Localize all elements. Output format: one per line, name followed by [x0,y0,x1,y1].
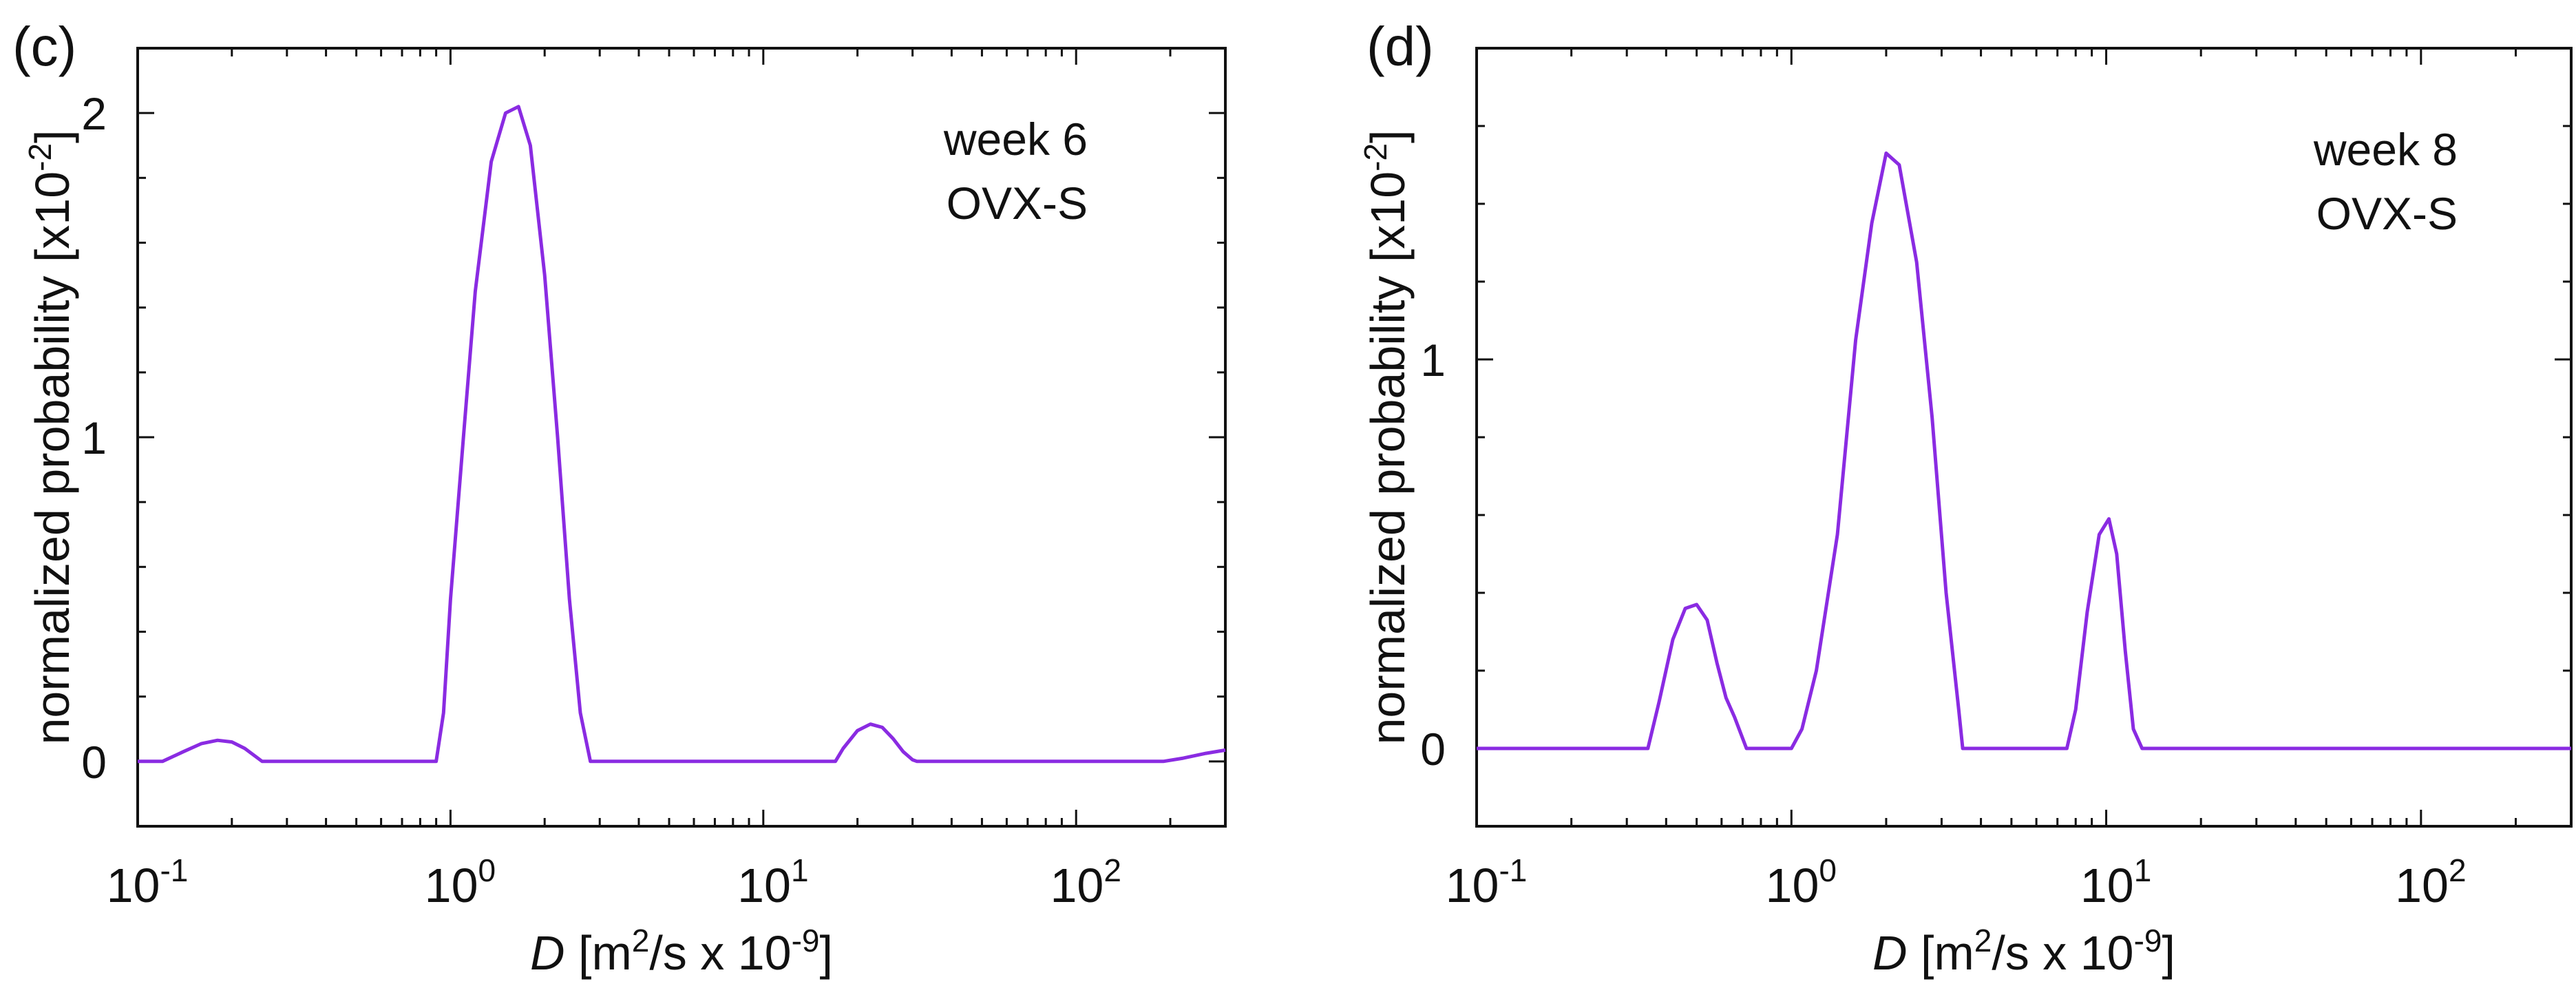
x-tick-label: 101 [2080,852,2151,912]
annotation-line-1: week 6 [943,114,1088,165]
tick-marks [1475,47,2573,828]
x-tick-label: 10-1 [1446,852,1528,912]
annotation-line-1: week 8 [2313,124,2458,175]
y-tick-labels: 01 [1420,335,1446,775]
plot-frame [136,47,1227,828]
x-tick-label: 101 [737,852,808,912]
y-tick-label: 2 [81,88,107,139]
x-tick-label: 100 [425,852,496,912]
panel-label: (d) [1366,16,1434,77]
tick-marks [136,47,1227,828]
x-axis-label-d: D [530,926,565,980]
x-axis-label-d: D [1872,926,1908,980]
annotation-line-2: OVX-S [2316,188,2458,239]
panel-d: (d) 01 10-1 100 101 102 week 8 OVX-S D [m2/… [1358,16,2573,980]
y-tick-label: 0 [81,737,107,788]
y-tick-label: 1 [81,412,107,463]
x-axis-label: D [m2/s x 10-9] [1872,923,2175,980]
y-tick-label: 1 [1420,335,1446,386]
annotation-line-2: OVX-S [947,178,1088,229]
x-tick-labels: 10-1 100 101 102 [1446,852,2467,912]
x-tick-labels: 10-1 100 101 102 [107,852,1121,912]
x-axis-label: D [m2/s x 10-9] [530,923,833,980]
panel-c: (c) 0 1 2 10-1 100 101 102 week 6 OVX-S D [m2… [12,16,1227,980]
panel-label: (c) [12,16,76,77]
x-tick-label: 100 [1766,852,1837,912]
x-tick-label: 102 [2395,852,2466,912]
y-tick-labels: 0 1 2 [81,88,107,788]
y-tick-label: 0 [1420,724,1446,775]
y-axis-label: normalized probability [x10-2] [1358,129,1415,744]
x-tick-label: 10-1 [107,852,189,912]
data-line [1477,151,2571,751]
x-tick-label: 102 [1050,852,1121,912]
y-axis-label: normalized probability [x10-2] [22,129,79,744]
data-line [138,105,1226,764]
